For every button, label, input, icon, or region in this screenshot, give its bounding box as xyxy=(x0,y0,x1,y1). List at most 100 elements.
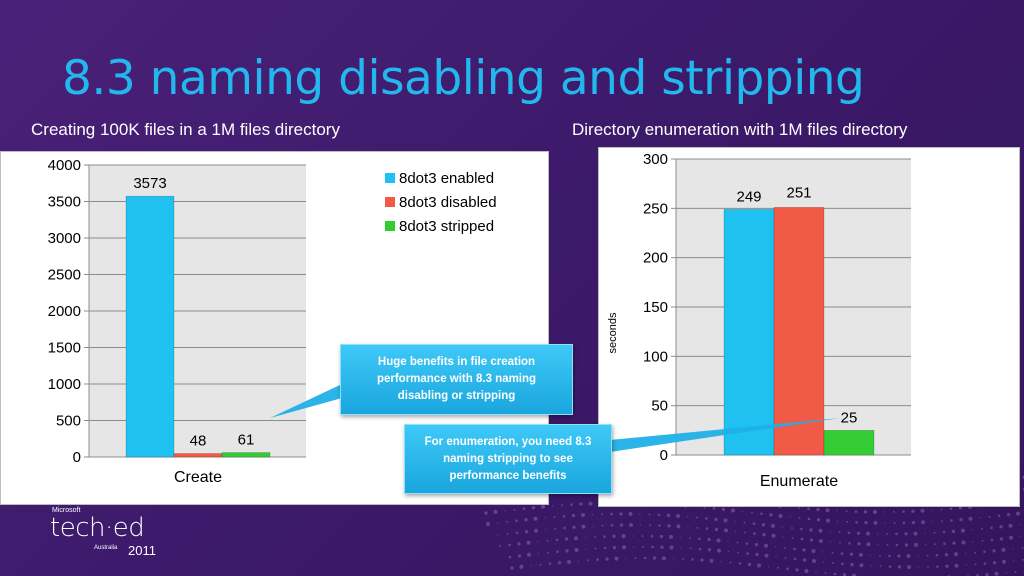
decor-dot xyxy=(561,504,563,507)
decor-dot xyxy=(902,521,906,525)
decor-dot xyxy=(807,517,811,521)
decor-dot xyxy=(914,542,918,547)
decor-dot xyxy=(588,501,593,506)
create-bar-stripped xyxy=(221,452,271,458)
enumerate-bar-stripped xyxy=(823,430,875,456)
decor-dot xyxy=(705,527,709,530)
create-bar-enabled xyxy=(125,195,175,458)
decor-dot xyxy=(610,512,613,516)
decor-dot xyxy=(537,541,539,543)
decor-dot xyxy=(886,533,888,535)
decor-dot xyxy=(539,563,542,566)
decor-dot xyxy=(746,552,749,555)
decor-dot xyxy=(904,543,909,547)
decor-dot xyxy=(506,532,509,535)
decor-dot xyxy=(836,510,838,512)
decor-dot xyxy=(724,528,728,533)
decor-dot xyxy=(676,524,681,529)
decor-dot xyxy=(508,555,512,559)
decor-dot xyxy=(846,520,848,523)
decor-dot xyxy=(798,517,801,519)
decor-dot xyxy=(591,514,594,516)
decor-dot xyxy=(680,547,682,549)
create-ytick-label: 500 xyxy=(56,413,81,430)
decor-dot xyxy=(822,561,825,563)
decor-dot xyxy=(562,514,566,518)
decor-dot xyxy=(691,558,694,561)
create-ytick-label: 1000 xyxy=(48,376,81,393)
create-legend-label-enabled: 8dot3 enabled xyxy=(399,170,494,187)
decor-dot xyxy=(1014,570,1017,573)
decor-dot xyxy=(917,566,920,568)
decor-dot xyxy=(859,552,863,557)
decor-dot xyxy=(999,537,1004,541)
decor-dot xyxy=(747,562,752,567)
decor-dot xyxy=(741,510,744,513)
enumerate-chart: 0 50 100 150 200 250 300 249 251 25 Enumerate secon… xyxy=(607,151,911,490)
create-legend-label-disabled: 8dot3 disabled xyxy=(399,194,497,211)
decor-dot xyxy=(895,532,898,536)
decor-dot xyxy=(926,554,929,557)
decor-dot xyxy=(709,558,714,563)
decor-dot xyxy=(809,538,814,542)
decor-dot xyxy=(855,520,858,524)
decor-dot xyxy=(738,562,742,565)
decor-dot xyxy=(707,537,711,542)
decor-dot xyxy=(917,555,919,557)
decor-dot xyxy=(781,526,784,528)
decor-dot xyxy=(879,554,881,557)
decor-dot xyxy=(940,508,943,511)
decor-dot xyxy=(534,528,538,533)
create-data-label-stripped: 61 xyxy=(238,432,255,449)
decor-dot xyxy=(720,560,722,563)
decor-dot xyxy=(581,513,585,518)
decor-dot xyxy=(571,513,576,518)
decor-dot xyxy=(800,537,804,541)
decor-dot xyxy=(981,527,983,530)
decor-dot xyxy=(761,523,766,527)
create-chart: 0 500 1000 1500 2000 2500 3000 3500 4000 3573 48 61… xyxy=(48,157,497,486)
decor-dot xyxy=(707,548,712,552)
decor-dot xyxy=(504,510,506,512)
decor-dot xyxy=(866,531,870,536)
enumerate-category-label: Enumerate xyxy=(760,473,838,490)
decor-dot xyxy=(800,527,803,531)
decor-dot xyxy=(551,505,554,507)
decor-dot xyxy=(614,556,619,561)
decor-dot xyxy=(1009,535,1013,540)
decor-dot xyxy=(584,536,587,539)
decor-dot xyxy=(752,522,756,525)
enumerate-ytick-label: 200 xyxy=(643,250,668,267)
decor-dot xyxy=(524,518,528,522)
decor-dot xyxy=(526,540,531,545)
decor-dot xyxy=(581,524,586,529)
decor-dot xyxy=(784,556,787,559)
decor-dot xyxy=(804,568,809,573)
decor-dot xyxy=(650,534,654,538)
decor-dot xyxy=(771,523,775,528)
decor-dot xyxy=(601,513,603,516)
decor-dot xyxy=(832,561,834,564)
decor-dot xyxy=(622,545,626,550)
decor-dot xyxy=(651,545,654,549)
decor-dot xyxy=(515,519,518,523)
decor-dot xyxy=(997,514,1001,518)
decor-dot xyxy=(883,511,886,513)
enumerate-bar-disabled xyxy=(773,207,825,456)
right-chart-caption: Directory enumeration with 1M files dire… xyxy=(572,120,908,139)
decor-dot xyxy=(734,520,736,523)
decor-dot xyxy=(870,565,872,567)
decor-dot xyxy=(632,535,634,537)
decor-dot xyxy=(548,562,552,566)
decor-dot xyxy=(873,520,878,525)
decor-dot xyxy=(603,535,606,538)
decor-dot xyxy=(931,521,934,523)
decor-dot xyxy=(884,522,886,524)
decor-dot xyxy=(497,534,499,536)
decor-dot xyxy=(603,546,607,550)
decor-dot xyxy=(784,546,786,549)
decor-dot xyxy=(596,558,599,561)
decor-dot xyxy=(983,562,987,565)
decor-dot xyxy=(836,520,839,522)
decor-dot xyxy=(592,525,594,527)
